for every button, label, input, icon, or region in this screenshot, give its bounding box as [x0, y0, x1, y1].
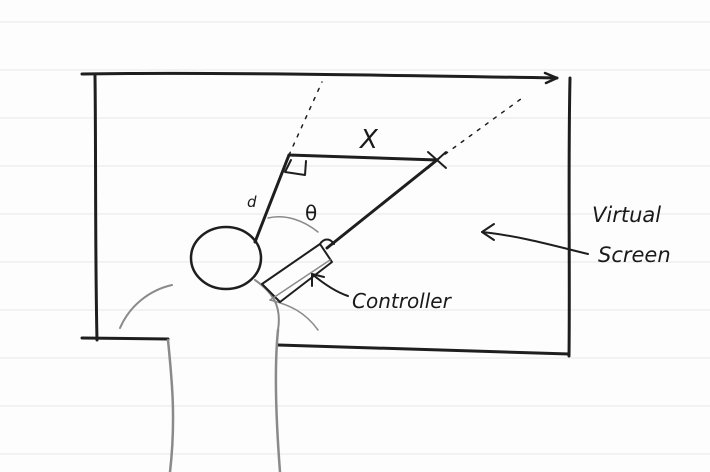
pointing-geometry	[253, 81, 526, 250]
controller-shape	[261, 238, 335, 303]
d-extension-dotted	[288, 81, 323, 156]
ray-extension-dotted	[436, 95, 526, 161]
ruled-lines	[0, 21, 710, 455]
label-virtual: Virtual	[592, 203, 661, 227]
label-screen: Screen	[598, 243, 671, 267]
person-figure	[119, 225, 319, 472]
label-x: X	[358, 125, 379, 155]
controller-arrow	[311, 273, 349, 297]
label-d: d	[247, 193, 257, 211]
right-angle-mark	[284, 159, 307, 176]
virtual-screen-frame	[80, 71, 572, 358]
label-controller: Controller	[352, 289, 453, 313]
d-line	[253, 153, 291, 244]
label-theta: θ	[305, 201, 317, 225]
pointing-ray	[325, 158, 439, 250]
head-circle	[189, 225, 263, 291]
x-line	[287, 153, 439, 162]
virtual-screen-arrow	[481, 223, 589, 255]
theta-arc	[267, 216, 319, 233]
